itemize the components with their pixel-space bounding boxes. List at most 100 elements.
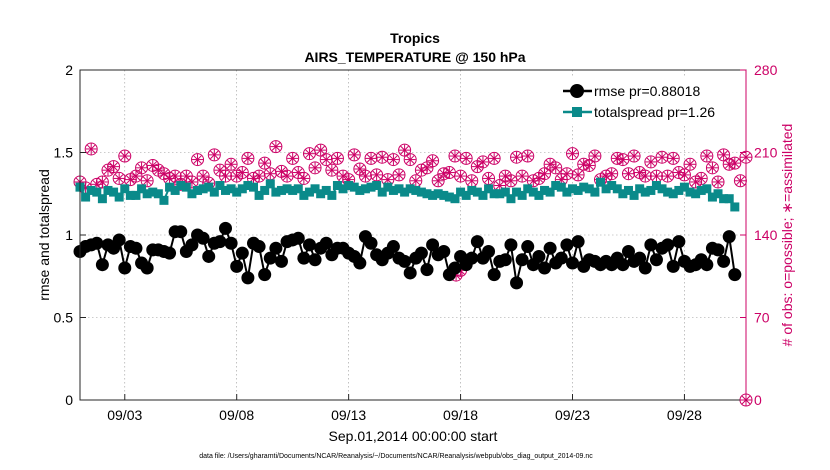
- rmse-point: [482, 245, 496, 258]
- obs-possible-point: [700, 149, 714, 163]
- obs-assimilated-point: [320, 154, 332, 166]
- totalspread-point: [349, 182, 359, 192]
- totalspread-point: [568, 184, 578, 194]
- obs-assimilated-point: [253, 170, 265, 182]
- obs-assimilated-point: [734, 175, 746, 187]
- obs-assimilated-point: [387, 154, 399, 166]
- rmse-point: [470, 235, 484, 249]
- y-tick-label: 0.5: [54, 310, 74, 326]
- totalspread-point: [551, 181, 561, 190]
- obs-assimilated-point: [466, 175, 478, 187]
- obs-possible-point: [308, 161, 322, 175]
- totalspread-point: [444, 192, 454, 202]
- legend: rmse pr=0.88018 totalspread pr=1.26: [556, 78, 742, 124]
- obs-assimilated-point: [303, 148, 315, 160]
- totalspread-point: [388, 185, 398, 195]
- obs-assimilated-point: [572, 169, 584, 181]
- obs-assimilated-point: [427, 155, 439, 167]
- obs-assimilated-point: [371, 169, 383, 181]
- series-layer: [73, 140, 753, 407]
- rmse-point: [521, 240, 535, 254]
- totalspread-point: [573, 185, 583, 195]
- obs-assimilated-point: [108, 161, 120, 173]
- rmse-point: [633, 251, 647, 265]
- axes: 0 0.5 1 1.5 2 09/03 09/08 09/13 09/18 09/23 09/28 0…: [54, 62, 778, 423]
- rmse-point: [638, 261, 652, 275]
- obs-assimilated-point: [695, 172, 707, 184]
- obs-possible-point: [191, 153, 205, 167]
- rmse-point: [219, 221, 233, 235]
- obs-assimilated-point: [275, 165, 287, 177]
- obs-assimilated-point: [359, 170, 371, 182]
- legend-totalspread-marker: [572, 107, 582, 117]
- obs-assimilated-point: [662, 170, 674, 182]
- obs-assimilated-point: [124, 174, 136, 186]
- rmse-point: [437, 245, 451, 258]
- x-axis-label: Sep.01,2014 00:00:00 start: [329, 428, 498, 444]
- rmse-point: [202, 249, 216, 263]
- legend-rmse-marker: [570, 84, 584, 98]
- obs-assimilated-point: [281, 170, 293, 182]
- obs-possible-point: [560, 167, 574, 181]
- totalspread-point: [456, 187, 466, 197]
- totalspread-point: [221, 185, 231, 195]
- rmse-point: [487, 268, 501, 282]
- obs-possible-point: [571, 168, 585, 182]
- totalspread-point: [405, 184, 415, 194]
- totalspread-point: [517, 190, 527, 200]
- totalspread-point: [114, 192, 124, 202]
- totalspread-point: [372, 181, 382, 190]
- rmse-point: [465, 251, 479, 265]
- totalspread-point: [534, 190, 544, 200]
- rmse-point: [414, 246, 428, 260]
- totalspread-point: [707, 192, 717, 202]
- obs-assimilated-point: [393, 169, 405, 181]
- obs-assimilated-point: [723, 158, 735, 170]
- obs-assimilated-point: [443, 167, 455, 179]
- obs-assimilated-point: [208, 149, 220, 161]
- obs-assimilated-point: [449, 150, 461, 162]
- obs-assimilated-point: [578, 158, 590, 170]
- obs-possible-point: [118, 149, 132, 163]
- totalspread-point: [657, 184, 667, 194]
- y-tick-label: 0: [65, 392, 73, 408]
- totalspread-point: [237, 184, 247, 194]
- totalspread-point: [193, 185, 203, 195]
- obs-assimilated-point: [141, 175, 153, 187]
- totalspread-point: [204, 182, 214, 192]
- obs-assimilated-point: [499, 170, 511, 182]
- obs-assimilated-point: [315, 144, 327, 156]
- rmse-point: [185, 238, 199, 252]
- obs-assimilated-point: [617, 154, 629, 166]
- totalspread-point: [691, 189, 701, 199]
- obs-assimilated-point: [225, 158, 237, 170]
- obs-possible-point: [521, 149, 535, 163]
- totalspread-point: [629, 190, 639, 200]
- obs-assimilated-point: [488, 152, 500, 164]
- totalspread-point: [506, 194, 516, 204]
- rmse-point: [241, 271, 255, 285]
- obs-assimilated-point: [376, 151, 388, 163]
- rmse-point: [504, 238, 518, 252]
- totalspread-point: [254, 190, 264, 200]
- totalspread-point: [198, 184, 208, 194]
- obs-possible-point: [398, 143, 412, 157]
- obs-possible-point: [711, 175, 725, 189]
- obs-possible-point: [705, 161, 719, 175]
- obs-assimilated-point: [645, 156, 657, 168]
- obs-assimilated-point: [477, 156, 489, 168]
- rmse-point: [666, 259, 680, 273]
- obs-possible-point: [84, 142, 98, 156]
- totalspread-point: [226, 184, 236, 194]
- obs-possible-point: [314, 143, 328, 157]
- obs-possible-point: [319, 153, 333, 167]
- rmse-point: [420, 263, 434, 277]
- rmse-point: [235, 246, 249, 260]
- obs-assimilated-point: [197, 170, 209, 182]
- obs-possible-point: [358, 169, 372, 183]
- rmse-point: [538, 261, 552, 275]
- totalspread-point: [702, 184, 712, 194]
- totalspread-point: [366, 182, 376, 192]
- rmse-point: [95, 258, 109, 272]
- obs-assimilated-point: [119, 150, 131, 162]
